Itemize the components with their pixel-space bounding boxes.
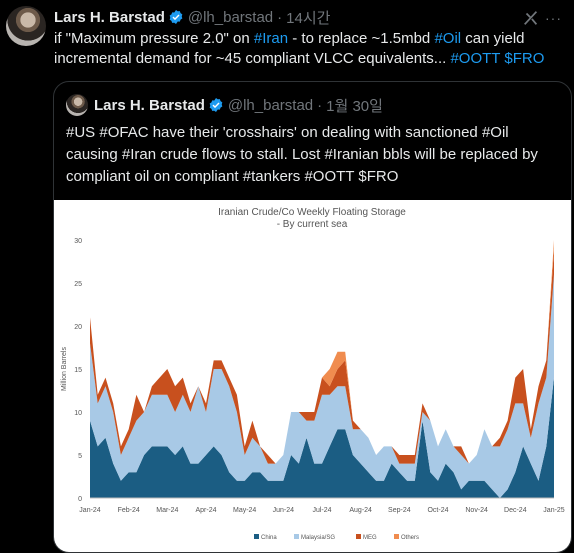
y-tick-label: 25 [74, 281, 82, 288]
legend-swatch [356, 534, 361, 539]
tweet-text-segment: if "Maximum pressure 2.0" on [54, 30, 254, 47]
hashtag-link[interactable]: #Oil [434, 30, 462, 47]
grok-icon[interactable] [522, 9, 540, 27]
y-tick-label: 30 [74, 238, 82, 245]
separator-dot: · [317, 96, 323, 114]
legend-swatch [394, 534, 399, 539]
tweet-text-segment: can yield incremental demand for ~45 com… [54, 30, 525, 67]
x-tick-label: Jan-24 [79, 507, 101, 514]
series-area-meg [90, 248, 554, 464]
tweet-header: Lars H. Barstad @lh_barstad · 14시간 [54, 7, 330, 27]
x-tick-label: Apr-24 [195, 507, 216, 514]
legend-label: Others [401, 535, 419, 541]
chart-subtitle: - By current sea [277, 219, 348, 230]
more-options-icon[interactable]: ··· [545, 10, 562, 26]
quote-text: #US #OFAC have their 'crosshairs' on dea… [66, 124, 538, 185]
chart-svg: Iranian Crude/Co Weekly Floating Storage… [61, 207, 565, 541]
quote-header: Lars H. Barstad @lh_barstad · 1월 30일 [66, 94, 383, 116]
series-area-china [90, 377, 554, 498]
y-tick-label: 10 [74, 410, 82, 417]
author-name[interactable]: Lars H. Barstad [54, 8, 165, 26]
separator-dot: · [277, 8, 283, 26]
y-tick-label: 5 [78, 453, 82, 460]
hashtag-link[interactable]: #OOTT [450, 50, 501, 67]
tweet-text-segment: - to replace ~1.5mbd [288, 30, 435, 47]
legend-label: Malaysia/SG [301, 535, 335, 541]
quote-author-name: Lars H. Barstad [94, 96, 205, 114]
x-tick-label: Dec-24 [504, 507, 527, 514]
legend-label: China [261, 535, 277, 541]
hashtag-link[interactable]: $FRO [504, 50, 545, 67]
quote-time: 1월 30일 [326, 97, 383, 115]
x-tick-label: Feb-24 [118, 507, 140, 514]
author-handle[interactable]: @lh_barstad [187, 8, 274, 26]
legend-swatch [294, 534, 299, 539]
series-area-malaysia-sg [90, 274, 554, 498]
author-avatar[interactable] [6, 6, 46, 46]
x-tick-label: Jan-25 [543, 507, 565, 514]
x-tick-label: Jul-24 [312, 507, 331, 514]
chart-title: Iranian Crude/Co Weekly Floating Storage [218, 207, 406, 218]
x-tick-label: Jun-24 [273, 507, 295, 514]
legend-swatch [254, 534, 259, 539]
y-axis-label: Million Barrels [61, 347, 68, 391]
x-tick-label: Aug-24 [349, 507, 372, 514]
hashtag-link[interactable]: #Iran [253, 30, 289, 47]
x-tick-label: Sep-24 [388, 507, 411, 514]
floating-storage-chart[interactable]: Iranian Crude/Co Weekly Floating Storage… [54, 200, 571, 552]
x-tick-label: Oct-24 [427, 507, 448, 514]
quote-author-handle: @lh_barstad [227, 96, 314, 114]
legend-label: MEG [363, 535, 377, 541]
quote-author-avatar [66, 94, 88, 116]
verified-badge-icon [169, 10, 183, 24]
x-tick-label: May-24 [233, 507, 256, 514]
tweet-text: if "Maximum pressure 2.0" on #Iran - to … [54, 29, 566, 69]
x-tick-label: Mar-24 [156, 507, 178, 514]
quoted-tweet[interactable]: Lars H. Barstad @lh_barstad · 1월 30일 #US… [53, 81, 572, 553]
x-tick-label: Nov-24 [465, 507, 488, 514]
tweet-time[interactable]: 14시간 [286, 9, 331, 27]
y-tick-label: 15 [74, 367, 82, 374]
y-tick-label: 20 [74, 324, 82, 331]
verified-badge-icon [209, 98, 223, 112]
y-tick-label: 0 [78, 496, 82, 503]
